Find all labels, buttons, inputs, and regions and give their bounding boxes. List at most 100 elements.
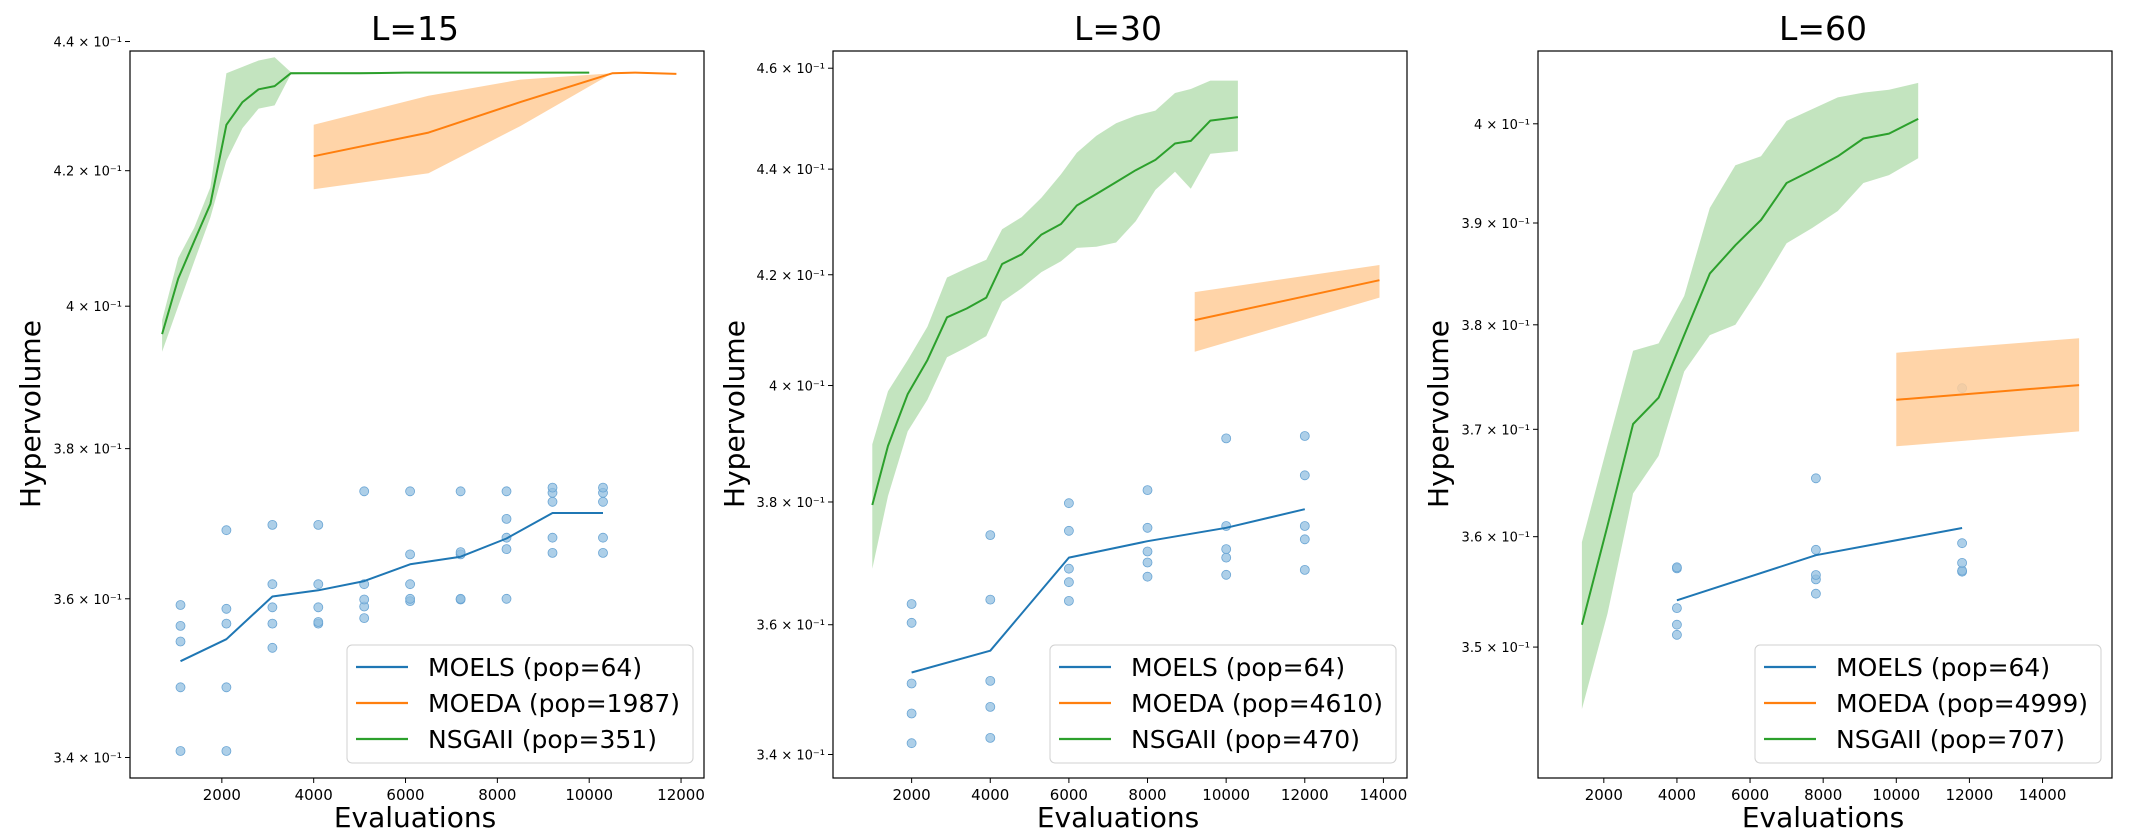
legend: MOELS (pop=64) MOEDA (pop=4999) NSGAII (… — [1754, 644, 2102, 764]
moels-data-point — [1064, 563, 1074, 574]
y-tick-label: 3.8 × 10⁻¹ — [1462, 319, 1530, 334]
legend-label-moels: MOELS (pop=64) — [428, 653, 642, 682]
moels-data-point — [1299, 470, 1310, 481]
moels-data-point — [985, 530, 996, 540]
moels-data-point — [313, 602, 324, 613]
y-tick-label: 4.2 × 10⁻¹ — [54, 165, 122, 180]
moels-data-point — [598, 496, 608, 507]
moels-data-point — [501, 544, 512, 554]
moels-data-point — [985, 594, 996, 605]
x-axis-label: Evaluations — [1742, 801, 1904, 833]
moels-data-point — [221, 682, 232, 693]
legend-label-nsgaii: NSGAII (pop=351) — [428, 725, 657, 754]
moels-data-point — [267, 520, 278, 530]
moels-data-point — [1672, 629, 1682, 640]
nsgaii-series-line — [1580, 118, 1919, 625]
moels-data-point — [359, 613, 370, 623]
y-axis-label: Hypervolume — [718, 320, 751, 508]
moels-data-point — [1221, 433, 1232, 444]
legend-label-nsgaii: NSGAII (pop=707) — [1836, 725, 2065, 754]
moels-data-point — [906, 599, 917, 609]
x-tick-label: 8000 — [1804, 786, 1842, 804]
moels-data-point — [175, 636, 186, 647]
y-tick-label: 3.6 × 10⁻¹ — [757, 619, 825, 634]
y-tick-label: 4.4 × 10⁻¹ — [54, 36, 122, 51]
moels-data-point — [405, 486, 416, 497]
axes-frame — [832, 50, 1408, 779]
moeda-confidence-band — [1194, 265, 1380, 352]
legend-label-moels: MOELS (pop=64) — [1836, 653, 2050, 682]
moels-data-point — [175, 600, 186, 610]
moels-data-point — [1299, 431, 1310, 441]
x-tick-label: 12000 — [657, 786, 705, 804]
axes-frame — [129, 50, 705, 779]
legend-box — [346, 644, 694, 764]
y-axis-ticks: 3.5 × 10⁻¹ 3.6 × 10⁻¹ 3.7 × 10⁻¹ 3.8 × 10⁻¹… — [1462, 118, 1538, 656]
moels-data-point — [598, 548, 608, 558]
moels-data-point — [1811, 588, 1821, 599]
subplot-title: L=30 — [1074, 9, 1162, 48]
moels-data-point — [906, 617, 917, 628]
y-tick-label: 3.9 × 10⁻¹ — [1462, 217, 1530, 232]
y-tick-label: 4 × 10⁻¹ — [1474, 118, 1530, 133]
x-tick-label: 4000 — [971, 786, 1009, 804]
subplot-l30: L=30 Evaluations Hypervolume 2000 4000 600… — [718, 9, 1408, 833]
moels-data-point — [455, 593, 466, 604]
plot-area — [871, 80, 1380, 749]
subplot-title: L=15 — [371, 9, 459, 48]
nsgaii-series-line — [871, 116, 1239, 506]
moels-data-point — [1221, 552, 1232, 563]
x-tick-label: 6000 — [386, 786, 424, 804]
moels-data-point — [1672, 603, 1682, 613]
moels-data-point — [906, 708, 917, 719]
x-tick-label: 14000 — [1360, 786, 1408, 804]
legend-box — [1049, 644, 1397, 764]
y-axis-ticks: 3.4 × 10⁻¹ 3.6 × 10⁻¹ 3.8 × 10⁻¹ 4 × 10⁻¹ 4.… — [54, 36, 130, 767]
x-tick-label: 10000 — [1202, 786, 1250, 804]
plot-area — [161, 57, 677, 756]
moels-data-point — [405, 593, 416, 604]
moels-data-point — [455, 486, 466, 497]
moels-series-line — [1676, 527, 1963, 602]
x-tick-label: 2000 — [1585, 786, 1623, 804]
moels-data-point — [267, 642, 278, 653]
moels-data-point — [267, 579, 278, 590]
moels-data-point — [313, 617, 324, 627]
y-tick-label: 3.4 × 10⁻¹ — [757, 749, 825, 764]
x-tick-label: 10000 — [1872, 786, 1920, 804]
subplot-l15: L=15 Evaluations Hypervolume 2000 4000 600… — [14, 9, 705, 833]
moels-data-point — [405, 549, 416, 560]
y-axis-label: Hypervolume — [14, 320, 47, 508]
y-tick-label: 3.7 × 10⁻¹ — [1462, 423, 1530, 438]
nsgaii-series-line — [161, 71, 590, 335]
moels-data-point — [1064, 525, 1074, 536]
moeda-series-line — [1896, 384, 2080, 401]
moels-data-point — [501, 593, 512, 604]
x-tick-label: 12000 — [1281, 786, 1329, 804]
x-tick-label: 10000 — [565, 786, 613, 804]
x-tick-label: 8000 — [1128, 786, 1166, 804]
moels-data-point — [313, 520, 324, 530]
y-tick-label: 3.4 × 10⁻¹ — [54, 752, 122, 767]
y-tick-label: 3.6 × 10⁻¹ — [1462, 531, 1530, 546]
x-tick-label: 2000 — [203, 786, 241, 804]
legend-label-moeda: MOEDA (pop=1987) — [428, 689, 680, 718]
plot-area — [1580, 82, 2080, 710]
y-axis-label: Hypervolume — [1422, 320, 1455, 508]
y-axis-ticks: 3.4 × 10⁻¹ 3.6 × 10⁻¹ 3.8 × 10⁻¹ 4 × 10⁻¹ 4.… — [757, 62, 833, 764]
y-tick-label: 4 × 10⁻¹ — [66, 300, 122, 315]
y-tick-label: 4.2 × 10⁻¹ — [757, 269, 825, 284]
moels-data-point — [267, 618, 278, 629]
y-tick-label: 3.5 × 10⁻¹ — [1462, 641, 1530, 656]
moels-data-point — [547, 532, 558, 543]
x-tick-label: 14000 — [2019, 786, 2067, 804]
moels-data-point — [359, 594, 370, 605]
moels-data-point — [906, 678, 917, 689]
moels-data-point — [1142, 546, 1153, 557]
moels-data-point — [221, 618, 232, 629]
legend-box — [1754, 644, 2102, 764]
moels-data-point — [501, 486, 512, 497]
y-tick-label: 4 × 10⁻¹ — [769, 380, 825, 395]
x-tick-label: 12000 — [1946, 786, 1994, 804]
